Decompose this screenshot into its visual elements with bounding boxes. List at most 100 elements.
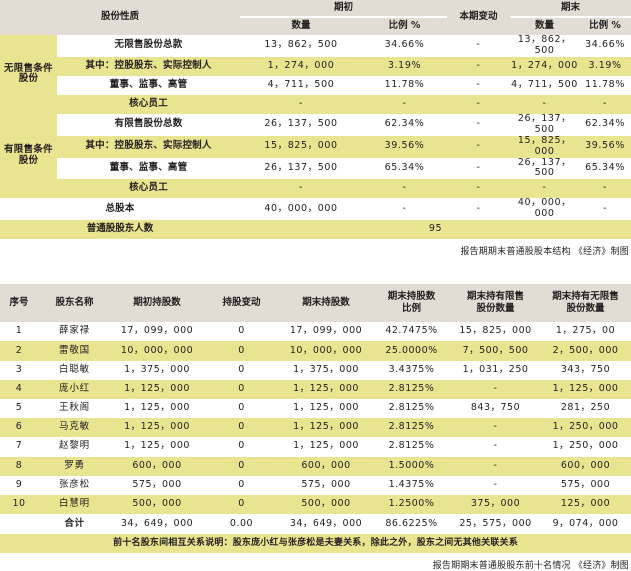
table-row: 3 白聪敏 1，375，000 0 1，375，000 3.4375% 1，03…	[0, 360, 631, 380]
cell-begin-shares: 1，125，000	[111, 418, 203, 438]
cell-end-amount: 15，825，000	[510, 135, 580, 158]
cell-begin-shares: 1，375，000	[111, 360, 203, 380]
share-structure-thead: 股份性质 期初 本期变动 期末 数量 比例 % 数量 比例 %	[0, 0, 631, 35]
table-row: 9 张彦松 575，000 0 575，000 1.4375% - 575，00…	[0, 475, 631, 495]
cell-summary-end-share-ratio: 86.6225%	[372, 514, 451, 535]
cell-restricted-shares: -	[451, 418, 540, 438]
cell-restricted-shares: 375，000	[451, 494, 540, 515]
row-label: 有限售股份总数	[57, 113, 241, 136]
cell-begin-amount: 26，137，500	[240, 113, 363, 136]
cell-restricted-shares: -	[451, 456, 540, 476]
table-spacer	[0, 257, 631, 284]
cell-end-ratio: -	[579, 198, 631, 221]
cell-end-share-ratio: 3.4375%	[372, 360, 451, 380]
cell-end-share-ratio: 25.0000%	[372, 341, 451, 361]
cell-share-change: 0	[203, 456, 280, 476]
cell-shareholder-name: 赵黎明	[38, 437, 111, 457]
header-end-amount: 数量	[510, 17, 580, 35]
row-label: 董事、监事、高管	[57, 75, 241, 95]
cell-unrestricted-shares: 1，125，000	[540, 379, 631, 399]
cell-shareholder-name: 白慧明	[38, 494, 111, 515]
cell-shareholder-name: 张彦松	[38, 475, 111, 495]
group-label-restricted: 有限售条件股份	[0, 113, 57, 199]
table-row: 8 罗勇 600，000 0 600，000 1.5000% - 600，000	[0, 456, 631, 476]
cell-share-change: 0	[203, 398, 280, 419]
cell-begin-shares: 1，125，000	[111, 437, 203, 457]
cell-change: -	[447, 35, 511, 57]
header-begin-shares: 期初持股数	[111, 284, 203, 323]
cell-shareholder-name: 薛家禄	[38, 322, 111, 342]
cell-begin-amount: 13，862，500	[240, 35, 363, 57]
cell-change: -	[447, 198, 511, 221]
header-row-top: 股份性质 期初 本期变动 期末	[0, 0, 631, 35]
header-end-share-ratio-line2: 比例	[401, 303, 421, 315]
table1-caption: 报告期期末普通股股本结构 《经济》制图	[460, 247, 629, 258]
cell-share-change: 0	[203, 322, 280, 342]
shareholder-count-row: 普通股股东人数 95	[0, 220, 631, 240]
cell-index: 10	[0, 494, 38, 515]
row-label: 无限售股份总款	[57, 35, 241, 57]
cell-end-amount: 13，862，500	[510, 34, 580, 57]
table-row: 6 马克敏 1，125，000 0 1，125，000 2.8125% - 1，…	[0, 418, 631, 438]
cell-begin-ratio: 62.34%	[362, 113, 448, 136]
cell-begin-shares: 1，125，000	[111, 379, 203, 399]
cell-index: 1	[0, 322, 38, 342]
table-row: 5 王秋阁 1，125，000 0 1，125，000 2.8125% 843，…	[0, 398, 631, 419]
cell-restricted-shares: 7，500，500	[451, 341, 540, 361]
cell-end-shares: 500，000	[280, 494, 372, 515]
table-row: 有限售条件股份 有限售股份总数 26，137，500 62.34% - 26，1…	[0, 113, 631, 199]
header-group-begin: 期初	[240, 0, 448, 18]
cell-end-shares: 1，375，000	[280, 360, 372, 380]
cell-unrestricted-shares: 343，750	[540, 360, 631, 380]
header-group-end: 期末	[510, 0, 631, 18]
cell-begin-ratio: 34.66%	[362, 35, 448, 57]
cell-begin-shares: 17，099，000	[111, 322, 203, 342]
cell-index: 5	[0, 398, 38, 419]
table-row: 4 庞小红 1，125，000 0 1，125，000 2.8125% - 1，…	[0, 379, 631, 399]
cell-begin-shares: 500，000	[111, 494, 203, 515]
cell-end-ratio: -	[579, 94, 631, 114]
cell-change: -	[447, 135, 511, 158]
cell-end-ratio: 11.78%	[579, 75, 631, 95]
header-share-nature: 股份性质	[0, 0, 241, 35]
cell-summary-end-shares: 34，649，000	[280, 514, 372, 535]
cell-end-share-ratio: 42.7475%	[372, 322, 451, 342]
header-begin-amount: 数量	[240, 17, 363, 35]
cell-unrestricted-shares: 1，250，000	[540, 418, 631, 438]
cell-begin-amount: -	[240, 179, 363, 199]
header-restricted-shares-line2: 股份数量	[476, 303, 515, 315]
top-shareholders-table: 序号 股东名称 期初持股数 持股变动 期末持股数 期末持股数 比例 期末持有限售…	[0, 284, 631, 554]
cell-shareholder-name: 雷敬国	[38, 341, 111, 361]
cell-summary-begin-shares: 34，649，000	[111, 514, 203, 535]
cell-end-ratio: 65.34%	[579, 157, 631, 180]
cell-summary-unrestricted-shares: 9，074，000	[540, 514, 631, 535]
total-share-capital-row: 总股本 40，000，000 - - 40，000，000 -	[0, 197, 631, 221]
cell-unrestricted-shares: 600，000	[540, 456, 631, 476]
cell-begin-amount: 26，137，500	[240, 157, 363, 180]
cell-end-shares: 17，099，000	[280, 322, 372, 342]
cell-restricted-shares: -	[451, 475, 540, 495]
table-row: 10 白慧明 500，000 0 500，000 1.2500% 375，000…	[0, 494, 631, 515]
cell-shareholder-name: 白聪敏	[38, 360, 111, 380]
cell-index: 4	[0, 379, 38, 399]
summary-row: 合计 34，649，000 0.00 34，649，000 86.6225% 2…	[0, 514, 631, 535]
share-structure-table: 股份性质 期初 本期变动 期末 数量 比例 % 数量 比例 % 无限售条件股份 …	[0, 0, 631, 240]
relationship-note-row: 前十名股东间相互关系说明：股东庞小红与张彦松是夫妻关系，除此之外，股东之间无其他…	[0, 534, 631, 554]
cell-end-amount: 26，137，500	[510, 113, 580, 136]
top-shareholders-thead: 序号 股东名称 期初持股数 持股变动 期末持股数 期末持股数 比例 期末持有限售…	[0, 284, 631, 323]
cell-end-ratio: -	[579, 179, 631, 199]
cell-end-amount: 4，711，500	[510, 75, 580, 95]
group-label-unrestricted: 无限售条件股份	[0, 35, 57, 114]
row-label: 核心员工	[57, 94, 241, 114]
cell-index: 6	[0, 418, 38, 438]
cell-end-shares: 1，125，000	[280, 437, 372, 457]
table-row: 董事、监事、高管 26，137，500 65.34% - 26，137，500 …	[0, 157, 631, 180]
header-group-change: 本期变动	[447, 0, 511, 35]
cell-share-change: 0	[203, 379, 280, 399]
cell-end-amount: 1，274，000	[510, 56, 580, 76]
cell-begin-ratio: 11.78%	[362, 75, 448, 95]
row-label: 核心员工	[57, 179, 241, 199]
cell-end-shares: 1，125，000	[280, 398, 372, 419]
header-unrestricted-shares-line1: 期末持有无限售	[552, 291, 619, 303]
